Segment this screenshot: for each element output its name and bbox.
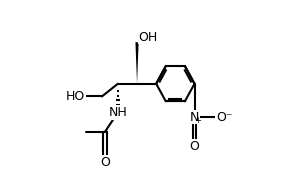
Text: O: O <box>100 156 110 169</box>
Text: N: N <box>190 111 199 124</box>
Text: HO: HO <box>66 90 85 103</box>
Text: +: + <box>194 116 201 125</box>
Text: O⁻: O⁻ <box>216 111 233 124</box>
Text: O: O <box>190 140 200 153</box>
Polygon shape <box>136 42 139 84</box>
Text: OH: OH <box>139 31 158 44</box>
Text: NH: NH <box>109 106 127 119</box>
